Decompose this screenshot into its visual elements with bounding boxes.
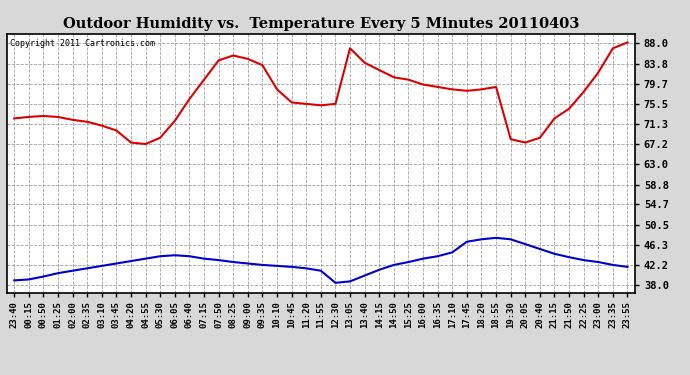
Title: Outdoor Humidity vs.  Temperature Every 5 Minutes 20110403: Outdoor Humidity vs. Temperature Every 5… [63,17,579,31]
Text: Copyright 2011 Cartronics.com: Copyright 2011 Cartronics.com [10,39,155,48]
